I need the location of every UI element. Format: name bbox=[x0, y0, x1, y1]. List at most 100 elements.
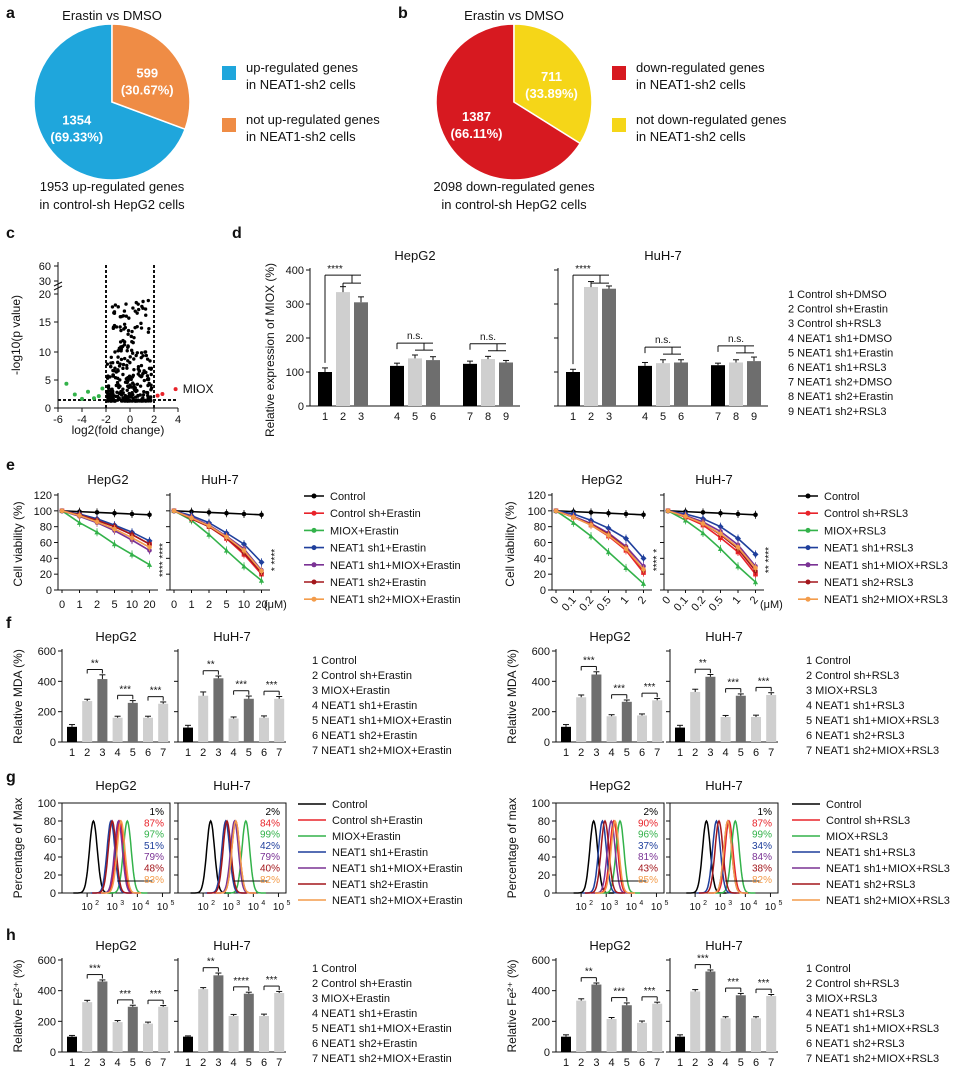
slice-label: 1387 bbox=[462, 109, 491, 124]
data-point bbox=[149, 366, 154, 371]
sig-label: ** bbox=[585, 967, 593, 978]
chart-title: HuH-7 bbox=[644, 248, 682, 263]
bar bbox=[82, 701, 93, 742]
x-tick-label: 2 bbox=[588, 411, 594, 423]
x-tick-label: 1 bbox=[570, 411, 576, 423]
sig-label: *** bbox=[266, 680, 278, 691]
bar bbox=[183, 1036, 193, 1052]
legend-text: NEAT1 sh1+MIOX+RSL3 bbox=[826, 863, 950, 875]
data-point bbox=[145, 357, 150, 361]
slice-label: (33.89%) bbox=[525, 86, 578, 101]
legend-text: 3 MIOX+RSL3 bbox=[806, 993, 877, 1005]
x-tick-exponent: 5 bbox=[286, 900, 290, 907]
tick-label: 100 bbox=[38, 798, 56, 810]
data-marker bbox=[76, 520, 83, 525]
x-tick-exponent: 2 bbox=[703, 900, 707, 907]
tick-label: 15 bbox=[39, 317, 51, 329]
bar bbox=[499, 362, 513, 406]
percent-label: 2% bbox=[266, 807, 281, 818]
legend-text: 7 NEAT1 sh2+DMSO bbox=[788, 377, 892, 389]
legend-text: 4 NEAT1 sh1+Erastin bbox=[312, 700, 417, 712]
tick-label: 200 bbox=[38, 707, 56, 719]
tick-label: 60 bbox=[44, 834, 56, 846]
data-point bbox=[139, 321, 143, 326]
data-marker bbox=[224, 534, 229, 540]
data-point bbox=[123, 395, 127, 399]
x-tick-label: 5 bbox=[130, 1057, 136, 1069]
series-line bbox=[173, 510, 263, 582]
x-tick-label: 6 bbox=[261, 747, 267, 759]
x-tick-label: 1 bbox=[563, 747, 569, 759]
data-marker bbox=[718, 510, 723, 516]
sig-label: n.s. bbox=[480, 332, 496, 343]
tick-label: 600 bbox=[532, 646, 550, 658]
data-marker bbox=[189, 515, 194, 521]
data-point bbox=[144, 313, 148, 317]
data-point bbox=[116, 355, 120, 359]
series-line bbox=[555, 510, 645, 559]
data-point bbox=[116, 305, 120, 309]
x-tick-label: 5 bbox=[130, 747, 136, 759]
x-tick-label: 2 bbox=[692, 1057, 698, 1069]
series-line bbox=[173, 510, 263, 572]
data-marker bbox=[641, 567, 646, 572]
tick-label: 60 bbox=[534, 538, 546, 550]
legend-marker bbox=[805, 596, 811, 602]
data-point bbox=[124, 314, 128, 318]
data-point bbox=[111, 374, 115, 378]
tick-label: 0 bbox=[544, 888, 550, 900]
percent-label: 87% bbox=[144, 818, 164, 829]
x-tick-label: 3 bbox=[606, 411, 612, 423]
data-point bbox=[134, 353, 138, 358]
x-tick-label: 9 bbox=[503, 411, 509, 423]
bar bbox=[602, 288, 616, 406]
x-tick-label: 7 bbox=[654, 747, 660, 759]
tick-label: 600 bbox=[38, 955, 56, 967]
legend-text: 3 MIOX+RSL3 bbox=[806, 685, 877, 697]
x-tick-label: 7 bbox=[160, 1057, 166, 1069]
x-tick-label: 3 bbox=[99, 1057, 105, 1069]
y-axis-label: Cell viability (%) bbox=[11, 501, 25, 586]
data-marker bbox=[605, 549, 612, 555]
bar bbox=[243, 993, 254, 1052]
legend-marker bbox=[311, 562, 317, 568]
legend-text: MIOX+Erastin bbox=[332, 831, 401, 843]
unit-label: (μM) bbox=[264, 599, 287, 611]
sig-label: *** bbox=[266, 975, 278, 986]
x-tick-label: 3 bbox=[215, 1057, 221, 1069]
pie-slice bbox=[111, 23, 191, 131]
bar bbox=[127, 702, 138, 742]
bar bbox=[198, 695, 209, 742]
x-tick-label: 10 bbox=[82, 902, 94, 913]
x-tick-label: 10 bbox=[601, 902, 613, 913]
legend-text: 5 NEAT1 sh1+MIOX+RSL3 bbox=[806, 715, 939, 727]
tick-label: 20 bbox=[538, 870, 550, 882]
data-point bbox=[146, 330, 151, 334]
data-marker bbox=[718, 531, 723, 537]
bar bbox=[127, 1006, 138, 1052]
data-point bbox=[106, 399, 110, 403]
data-point bbox=[135, 382, 140, 387]
x-tick-label: 0.2 bbox=[577, 594, 596, 613]
sig-label: *** bbox=[150, 989, 162, 1000]
legend-text: 7 NEAT1 sh2+MIOX+RSL3 bbox=[806, 1053, 939, 1065]
bar bbox=[318, 372, 332, 406]
legend-marker bbox=[311, 545, 317, 551]
legend-text: 1 Control bbox=[806, 655, 851, 667]
percent-label: 1% bbox=[758, 807, 773, 818]
x-tick-label: 4 bbox=[394, 411, 400, 423]
data-point bbox=[115, 360, 120, 365]
data-marker bbox=[623, 511, 629, 517]
bar bbox=[158, 703, 169, 742]
bar bbox=[766, 694, 777, 742]
data-marker bbox=[241, 548, 247, 553]
tick-label: 20 bbox=[39, 289, 51, 301]
x-tick-label: 1 bbox=[185, 747, 191, 759]
tick-label: -2 bbox=[101, 414, 111, 426]
bar bbox=[637, 715, 647, 742]
data-point bbox=[125, 366, 129, 370]
data-point bbox=[142, 389, 146, 394]
y-axis-label: Relative MDA (%) bbox=[11, 649, 25, 744]
data-point bbox=[132, 335, 136, 340]
percent-label: 34% bbox=[752, 841, 772, 852]
